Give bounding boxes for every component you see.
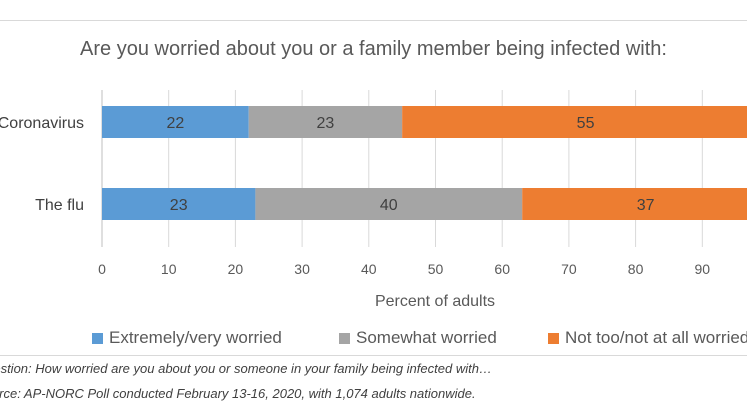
x-tick-label-90: 90 — [695, 261, 711, 277]
x-tick-label-40: 40 — [361, 261, 377, 277]
legend-swatch-gray — [339, 332, 350, 344]
question-note: Question: How worried are you about you … — [0, 361, 492, 376]
x-tick-label-20: 20 — [228, 261, 244, 277]
legend-item-not-too-worried: Not too/not at all worried — [548, 328, 747, 348]
x-axis-label: Percent of adults — [375, 293, 495, 310]
chart-legend: Extremely/very worried Somewhat worried … — [0, 328, 747, 350]
data-label-the-flu-not-too-not-at-all-worried: 37 — [637, 197, 655, 214]
bar-the-flu-extremely-very-worried — [102, 188, 256, 220]
x-tick-label-10: 10 — [161, 261, 177, 277]
bar-coronavirus-not-too-not-at-all-worried — [402, 106, 747, 138]
legend-item-extremely-very-worried: Extremely/very worried — [92, 328, 282, 348]
data-label-the-flu-somewhat-worried: 40 — [380, 197, 398, 214]
legend-swatch-blue — [92, 332, 103, 344]
bar-coronavirus-extremely-very-worried — [102, 106, 249, 138]
x-tick-label-30: 30 — [294, 261, 310, 277]
source-note: Source: AP-NORC Poll conducted February … — [0, 386, 476, 401]
legend-label: Not too/not at all worried — [565, 328, 747, 347]
data-label-the-flu-extremely-very-worried: 23 — [170, 197, 188, 214]
bar-coronavirus-somewhat-worried — [248, 106, 403, 138]
bar-the-flu-somewhat-worried — [255, 188, 523, 220]
x-tick-label-50: 50 — [428, 261, 444, 277]
stacked-bar-chart: 0102030405060708090100Percent of adultsC… — [0, 90, 747, 310]
data-label-coronavirus-not-too-not-at-all-worried: 55 — [577, 115, 595, 132]
category-label-coronavirus: Coronavirus — [0, 115, 84, 132]
x-tick-label-60: 60 — [494, 261, 510, 277]
bottom-divider — [0, 355, 747, 356]
legend-item-somewhat-worried: Somewhat worried — [339, 328, 497, 348]
x-tick-label-80: 80 — [628, 261, 644, 277]
legend-label: Somewhat worried — [356, 328, 497, 347]
x-tick-label-0: 0 — [98, 261, 106, 277]
legend-swatch-orange — [548, 332, 559, 344]
category-label-the-flu: The flu — [35, 197, 84, 214]
bar-the-flu-not-too-not-at-all-worried — [522, 188, 747, 220]
data-label-coronavirus-somewhat-worried: 23 — [317, 115, 335, 132]
x-tick-label-70: 70 — [561, 261, 577, 277]
top-divider — [0, 20, 747, 21]
legend-label: Extremely/very worried — [109, 328, 282, 347]
data-label-coronavirus-extremely-very-worried: 22 — [166, 115, 184, 132]
chart-title: Are you worried about you or a family me… — [80, 38, 667, 60]
